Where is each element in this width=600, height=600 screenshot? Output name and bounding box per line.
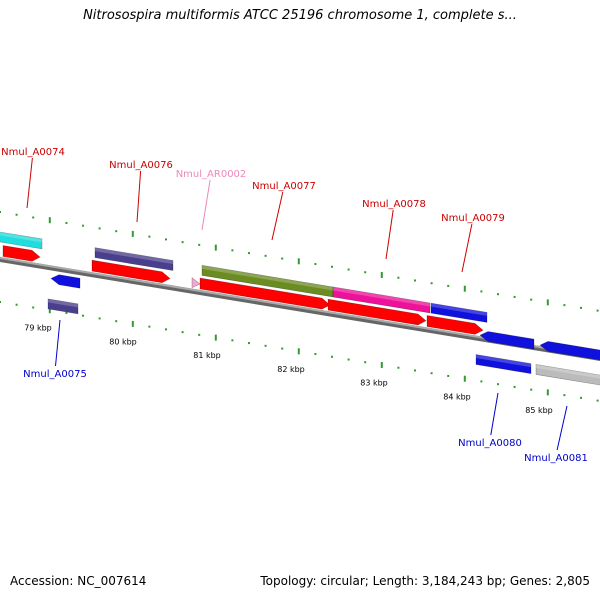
leader-line — [385, 209, 394, 260]
gene-nmul_ar0002 — [191, 277, 201, 289]
scale-label: 83 kbp — [360, 379, 388, 388]
gene-nmul_a0081 — [535, 364, 600, 386]
label-nmul_a0077[interactable]: Nmul_A0077 — [252, 181, 316, 241]
gene-nmul_a0079-shine — [431, 303, 487, 316]
scale-label: 82 kbp — [277, 365, 305, 374]
label-nmul_a0078[interactable]: Nmul_A0078 — [362, 199, 426, 260]
gene-nmul_a0081-body — [535, 364, 600, 386]
gene-nmul_a0076-shine — [95, 247, 173, 265]
cds-arrow — [2, 245, 41, 262]
feature-label-text: Nmul_A0078 — [362, 199, 426, 210]
gene-nmul_ar0002-body — [191, 277, 201, 289]
label-nmul_ar0002[interactable]: Nmul_AR0002 — [176, 169, 247, 231]
leader-line — [461, 223, 473, 273]
gene-nmul_a0074 — [0, 231, 43, 250]
feature-label-text: Nmul_A0075 — [23, 369, 87, 380]
leader-line — [271, 191, 284, 241]
cds-arrow — [199, 277, 331, 310]
label-nmul_a0079[interactable]: Nmul_A0079 — [441, 213, 505, 273]
topology-summary: Topology: circular; Length: 3,184,243 bp… — [260, 574, 590, 588]
scale-label: 84 kbp — [443, 392, 471, 401]
reverse-cds-arrow-body — [50, 274, 81, 289]
cds-arrow-body — [91, 259, 171, 284]
leader-line — [136, 170, 142, 223]
reverse-cds-arrow — [479, 331, 535, 350]
feature-label-text: Nmul_A0079 — [441, 213, 505, 224]
gene-nmul_a0075-shine — [48, 298, 78, 308]
reverse-cds-arrow — [539, 341, 600, 361]
gene-nmul_a0077-shine — [202, 265, 333, 291]
gene-nmul_a0079 — [430, 302, 488, 323]
accession-text: Accession: NC_007614 — [10, 574, 147, 588]
scale-labels: 79 kbp 80 kbp 81 kbp 82 kbp 83 kbp 84 kbp 85 k… — [24, 323, 553, 415]
gene-nmul_a0080-shine — [476, 354, 531, 368]
leader-line — [26, 157, 33, 209]
gene-nmul_a0079-body — [430, 302, 488, 323]
feature-label-text: Nmul_A0081 — [524, 453, 588, 464]
cds-arrow — [426, 315, 484, 335]
feature-label-text: Nmul_AR0002 — [176, 169, 247, 180]
feature-label-text: Nmul_A0080 — [458, 438, 522, 449]
feature-label-text: Nmul_A0074 — [1, 147, 65, 158]
gene-nmul_a0078 — [332, 286, 431, 314]
leader-line — [556, 405, 568, 451]
leader-line — [55, 319, 61, 367]
label-nmul_a0075[interactable]: Nmul_A0075 — [23, 319, 87, 380]
label-nmul_a0081[interactable]: Nmul_A0081 — [524, 405, 588, 464]
gene-nmul_a0076 — [94, 247, 174, 271]
gene-nmul_a0074-body — [0, 231, 43, 250]
gene-nmul_a0078-body — [332, 286, 431, 314]
gene-nmul_a0075-body — [47, 298, 79, 315]
cds-arrow — [91, 259, 171, 284]
tick-marks — [0, 211, 599, 402]
gene-nmul_a0075 — [47, 298, 79, 315]
leader-line — [201, 179, 211, 231]
label-nmul_a0074[interactable]: Nmul_A0074 — [1, 147, 65, 209]
gene-nmul_a0080-body — [475, 354, 532, 374]
label-nmul_a0080[interactable]: Nmul_A0080 — [458, 392, 522, 449]
gene-nmul_a0078-shine — [333, 286, 430, 307]
gene-nmul_a0076-body — [94, 247, 174, 271]
reverse-cds-arrow-body — [539, 341, 600, 361]
cds-arrow-body — [2, 245, 41, 262]
reverse-cds-arrow-body — [479, 331, 535, 350]
cds-arrow — [327, 298, 427, 326]
cds-arrow-body — [199, 277, 331, 310]
scale-label: 79 kbp — [24, 323, 52, 332]
gene-nmul_a0081-shine — [536, 364, 600, 379]
scale-label: 85 kbp — [525, 406, 553, 415]
feature-label-text: Nmul_A0077 — [252, 181, 316, 192]
scale-label: 81 kbp — [193, 351, 221, 360]
gene-nmul_a0074-shine — [0, 232, 42, 243]
feature-layer — [0, 231, 600, 386]
reverse-cds-arrow — [50, 274, 81, 289]
feature-label-text: Nmul_A0076 — [109, 160, 173, 171]
leader-line — [490, 392, 499, 436]
scale-label: 80 kbp — [109, 337, 137, 346]
cds-arrow-body — [426, 315, 484, 335]
map-title: Nitrosospira multiformis ATCC 25196 chro… — [83, 8, 517, 23]
cds-arrow-body — [327, 298, 427, 326]
label-nmul_a0076[interactable]: Nmul_A0076 — [109, 160, 173, 223]
gene-nmul_a0080 — [475, 354, 532, 374]
